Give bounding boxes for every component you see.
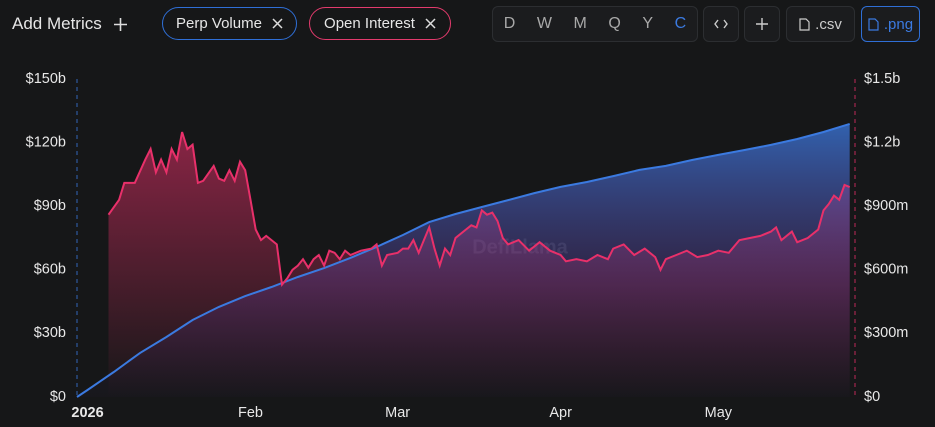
remove-icon bbox=[425, 18, 436, 29]
export-button[interactable]: .csv bbox=[786, 6, 855, 42]
interval-button[interactable]: W bbox=[536, 15, 552, 32]
metric-pill-label: Open Interest bbox=[324, 15, 415, 32]
series-line bbox=[76, 122, 850, 398]
y2-tick-label: $600m bbox=[864, 262, 908, 278]
y-tick-label: $30b bbox=[34, 325, 66, 341]
plus-icon bbox=[756, 18, 768, 30]
interval-button[interactable]: M bbox=[573, 15, 587, 32]
x-tick-label: 2026 bbox=[71, 405, 103, 421]
y2-tick-label: $900m bbox=[864, 198, 908, 214]
y-tick-label: $60b bbox=[34, 262, 66, 278]
y2-tick-label: $1.5b bbox=[864, 71, 900, 87]
x-tick-label: Apr bbox=[549, 405, 572, 421]
remove-icon bbox=[272, 18, 283, 29]
metric-pill[interactable]: Open Interest bbox=[309, 7, 451, 40]
add-metrics-label: Add Metrics bbox=[12, 14, 102, 33]
interval-button[interactable]: Y bbox=[642, 15, 654, 32]
x-tick-label: Mar bbox=[385, 405, 410, 421]
add-metrics[interactable]: Add Metrics bbox=[12, 6, 127, 42]
x-tick-label: May bbox=[705, 405, 733, 421]
interval-button[interactable]: Q bbox=[608, 15, 621, 32]
metric-pill[interactable]: Perp Volume bbox=[162, 7, 297, 40]
series-area bbox=[77, 123, 850, 398]
export-label: .png bbox=[883, 15, 914, 33]
y-tick-label: $150b bbox=[26, 71, 66, 87]
add-button[interactable] bbox=[744, 6, 780, 42]
export-button[interactable]: .png bbox=[861, 6, 920, 42]
y2-tick-label: $1.2b bbox=[864, 134, 900, 150]
code-icon bbox=[714, 19, 728, 29]
y-tick-label: $0 bbox=[50, 389, 66, 405]
file-icon bbox=[868, 17, 879, 31]
series-line bbox=[107, 131, 851, 287]
y-tick-label: $90b bbox=[34, 198, 66, 214]
metric-pill-label: Perp Volume bbox=[176, 15, 262, 32]
file-icon bbox=[799, 17, 810, 31]
export-label: .csv bbox=[815, 15, 842, 33]
plus-icon bbox=[113, 17, 127, 31]
interval-button[interactable]: C bbox=[674, 15, 687, 32]
series-area bbox=[108, 132, 850, 397]
interval-button[interactable]: D bbox=[503, 15, 516, 32]
embed-button[interactable] bbox=[703, 6, 739, 42]
y2-tick-label: $300m bbox=[864, 325, 908, 341]
x-tick-label: Feb bbox=[238, 405, 263, 421]
y2-tick-label: $0 bbox=[864, 389, 880, 405]
watermark: DefiLlama bbox=[472, 236, 568, 258]
y-tick-label: $120b bbox=[26, 134, 66, 150]
